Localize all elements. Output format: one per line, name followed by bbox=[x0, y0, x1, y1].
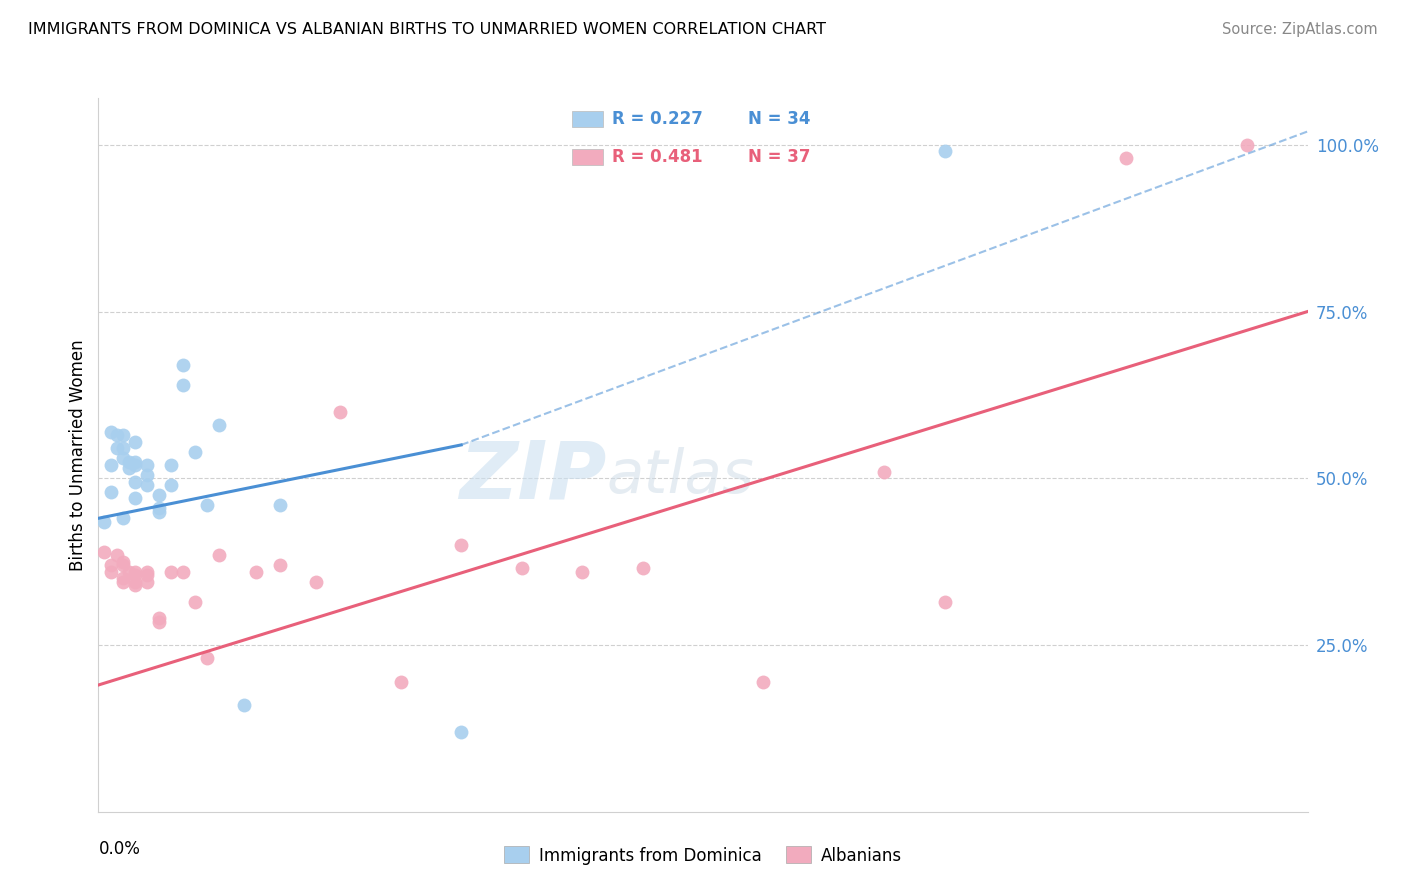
Point bbox=[329, 404, 352, 418]
FancyBboxPatch shape bbox=[572, 149, 603, 165]
Point bbox=[111, 558, 134, 572]
Point bbox=[124, 458, 146, 472]
Text: N = 37: N = 37 bbox=[748, 148, 810, 166]
Point bbox=[100, 558, 122, 572]
Point bbox=[118, 565, 141, 579]
Point bbox=[105, 442, 128, 456]
Point bbox=[105, 428, 128, 442]
Point bbox=[93, 544, 115, 558]
Legend: Immigrants from Dominica, Albanians: Immigrants from Dominica, Albanians bbox=[496, 839, 910, 871]
Point bbox=[148, 501, 170, 516]
Text: ZIP: ZIP bbox=[458, 437, 606, 516]
Point bbox=[269, 558, 291, 572]
Point bbox=[389, 674, 412, 689]
Point bbox=[184, 444, 207, 458]
Point bbox=[195, 651, 218, 665]
Point bbox=[172, 358, 194, 372]
Point bbox=[148, 488, 170, 502]
Point bbox=[135, 574, 157, 589]
Text: 0.0%: 0.0% bbox=[98, 840, 141, 858]
Point bbox=[571, 565, 593, 579]
Point bbox=[124, 475, 146, 489]
Point bbox=[124, 568, 146, 582]
Point bbox=[100, 425, 122, 439]
Point bbox=[160, 478, 183, 492]
Point bbox=[118, 454, 141, 468]
Point bbox=[135, 467, 157, 482]
Point bbox=[135, 565, 157, 579]
Point bbox=[934, 594, 956, 608]
Point bbox=[1236, 137, 1258, 152]
Point bbox=[752, 674, 775, 689]
Point bbox=[208, 548, 231, 562]
Point bbox=[245, 565, 267, 579]
Text: R = 0.227: R = 0.227 bbox=[612, 110, 703, 128]
Point bbox=[135, 568, 157, 582]
Point bbox=[148, 615, 170, 629]
Point bbox=[208, 417, 231, 432]
Text: N = 34: N = 34 bbox=[748, 110, 810, 128]
Point bbox=[111, 442, 134, 456]
Point bbox=[934, 145, 956, 159]
Point bbox=[160, 565, 183, 579]
Point bbox=[111, 571, 134, 585]
Point bbox=[111, 428, 134, 442]
Point bbox=[124, 565, 146, 579]
Point bbox=[873, 465, 896, 479]
Point bbox=[232, 698, 254, 712]
Point bbox=[100, 484, 122, 499]
Point bbox=[148, 611, 170, 625]
Point bbox=[111, 555, 134, 569]
Point bbox=[93, 515, 115, 529]
Point bbox=[172, 377, 194, 392]
Point bbox=[184, 594, 207, 608]
Text: R = 0.481: R = 0.481 bbox=[612, 148, 703, 166]
Point bbox=[160, 458, 183, 472]
Point bbox=[510, 561, 533, 575]
Point bbox=[172, 565, 194, 579]
Point bbox=[124, 578, 146, 592]
Point bbox=[269, 498, 291, 512]
Point bbox=[135, 458, 157, 472]
Point bbox=[100, 458, 122, 472]
FancyBboxPatch shape bbox=[572, 111, 603, 127]
Point bbox=[124, 491, 146, 506]
Point bbox=[124, 574, 146, 589]
Point bbox=[105, 548, 128, 562]
Text: atlas: atlas bbox=[606, 447, 754, 506]
Point bbox=[111, 574, 134, 589]
Point bbox=[305, 574, 328, 589]
Point bbox=[111, 451, 134, 466]
Point bbox=[148, 505, 170, 519]
Point bbox=[100, 565, 122, 579]
Text: Source: ZipAtlas.com: Source: ZipAtlas.com bbox=[1222, 22, 1378, 37]
Point bbox=[195, 498, 218, 512]
Point bbox=[631, 561, 654, 575]
Point bbox=[111, 511, 134, 525]
Point bbox=[124, 434, 146, 449]
Point bbox=[450, 724, 472, 739]
Text: IMMIGRANTS FROM DOMINICA VS ALBANIAN BIRTHS TO UNMARRIED WOMEN CORRELATION CHART: IMMIGRANTS FROM DOMINICA VS ALBANIAN BIR… bbox=[28, 22, 827, 37]
Point bbox=[118, 461, 141, 475]
Point bbox=[450, 538, 472, 552]
Point bbox=[124, 454, 146, 468]
Point bbox=[1115, 151, 1137, 165]
Y-axis label: Births to Unmarried Women: Births to Unmarried Women bbox=[69, 339, 87, 571]
Point bbox=[135, 478, 157, 492]
